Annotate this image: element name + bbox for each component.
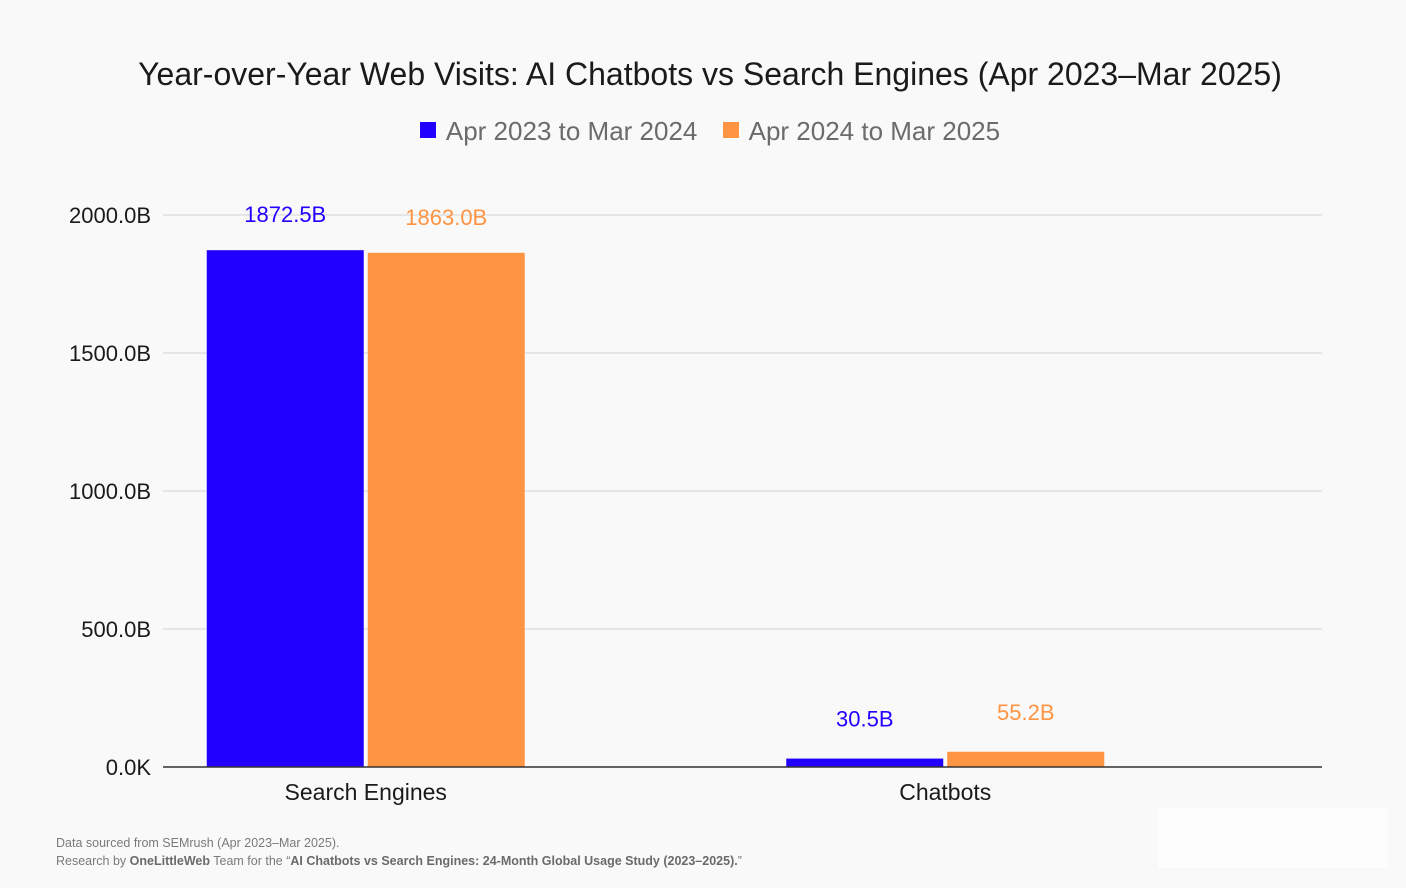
chart-legend: Apr 2023 to Mar 2024 Apr 2024 to Mar 202… — [0, 116, 1406, 147]
legend-item-series-1[interactable]: Apr 2023 to Mar 2024 — [419, 116, 698, 147]
legend-swatch-series-2 — [722, 122, 739, 138]
data-label: 55.2B — [997, 700, 1055, 725]
bar-2 — [367, 252, 525, 767]
data-label: 30.5B — [836, 707, 894, 732]
bar-1 — [786, 758, 944, 767]
y-tick-label: 1500.0B — [69, 341, 151, 366]
data-label: 1863.0B — [405, 205, 487, 230]
legend-label-series-1: Apr 2023 to Mar 2024 — [445, 116, 698, 146]
footer-credit: Research by OneLittleWeb Team for the “A… — [56, 854, 742, 868]
watermark-patch — [1158, 808, 1388, 868]
data-label: 1872.5B — [244, 202, 326, 227]
footer-credit-suffix: ” — [737, 854, 742, 868]
y-tick-label: 1000.0B — [69, 479, 151, 504]
bar-1 — [206, 250, 364, 767]
footer-brand: OneLittleWeb — [129, 854, 210, 868]
x-tick-label: Search Engines — [285, 779, 447, 805]
y-tick-label: 0.0K — [106, 755, 152, 780]
legend-label-series-2: Apr 2024 to Mar 2025 — [748, 116, 1001, 146]
footer-credit-prefix: Research by — [56, 854, 130, 868]
y-tick-label: 500.0B — [81, 617, 151, 642]
y-tick-label: 2000.0B — [69, 203, 151, 228]
legend-item-series-2[interactable]: Apr 2024 to Mar 2025 — [722, 116, 1001, 147]
chart-title: Year-over-Year Web Visits: AI Chatbots v… — [138, 56, 1282, 92]
legend-swatch-series-1 — [419, 122, 436, 138]
footer-source-note: Data sourced from SEMrush (Apr 2023–Mar … — [56, 836, 340, 850]
footer-study-title: AI Chatbots vs Search Engines: 24-Month … — [290, 854, 738, 868]
bar-2 — [947, 751, 1105, 767]
x-tick-label: Chatbots — [899, 779, 991, 805]
footer-credit-middle: Team for the “ — [210, 854, 291, 868]
